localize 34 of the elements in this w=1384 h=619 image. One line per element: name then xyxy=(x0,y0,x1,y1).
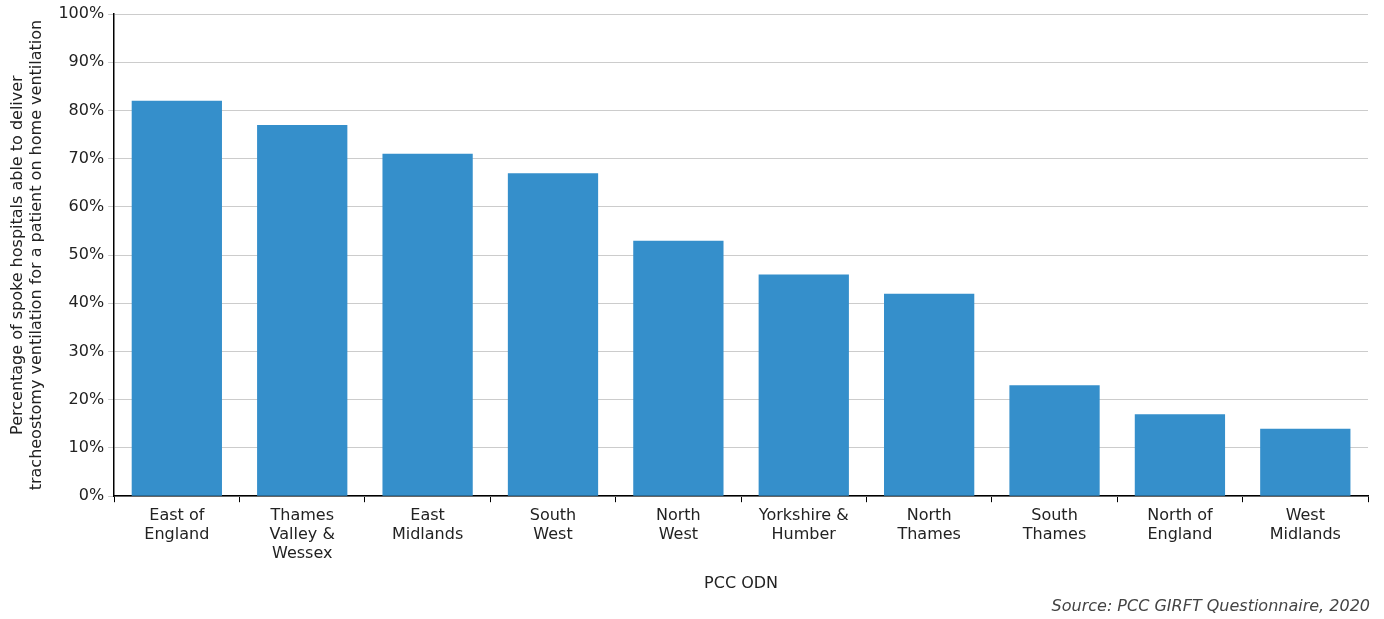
y-tick-label: 0% xyxy=(78,485,105,505)
bar xyxy=(507,173,599,496)
y-tick-label: 80% xyxy=(68,99,105,119)
y-tick-label: 20% xyxy=(68,388,105,408)
bar xyxy=(633,240,724,496)
bar xyxy=(1009,385,1100,496)
bar xyxy=(1134,414,1226,496)
bar xyxy=(257,124,348,496)
x-tick-label: North West xyxy=(656,504,701,544)
x-tick-label: West Midlands xyxy=(1269,504,1341,544)
bar xyxy=(884,293,975,496)
x-tick-label: South Thames xyxy=(1021,504,1087,544)
bar xyxy=(382,153,473,496)
y-axis-title: Percentage of spoke hospitals able to deliver tracheostomy ventilation for a patient on home ventilation xyxy=(6,19,45,491)
y-tick-label: 70% xyxy=(68,147,105,167)
y-tick-label: 100% xyxy=(58,3,105,23)
x-tick-label: South West xyxy=(529,504,577,544)
x-tick-label: East of England xyxy=(144,504,210,544)
bar xyxy=(1260,428,1351,496)
y-tick-label: 40% xyxy=(68,292,105,312)
y-tick-label: 30% xyxy=(68,340,105,360)
x-tick-label: Thames Valley & Wessex xyxy=(269,504,335,563)
x-tick-label: North Thames xyxy=(896,504,961,544)
x-tick-label: North of England xyxy=(1147,504,1213,544)
x-axis-title: PCC ODN xyxy=(704,572,779,592)
bar xyxy=(131,100,222,496)
y-tick-label: 50% xyxy=(68,244,105,264)
y-tick-label: 10% xyxy=(68,437,105,457)
bar xyxy=(758,274,849,496)
y-tick-label: 90% xyxy=(68,51,105,71)
x-tick-label: Yorkshire & Humber xyxy=(757,504,849,544)
y-tick-label: 60% xyxy=(68,196,105,216)
source-note: Source: PCC GIRFT Questionnaire, 2020 xyxy=(1051,596,1370,615)
x-tick-label: East Midlands xyxy=(391,504,464,544)
